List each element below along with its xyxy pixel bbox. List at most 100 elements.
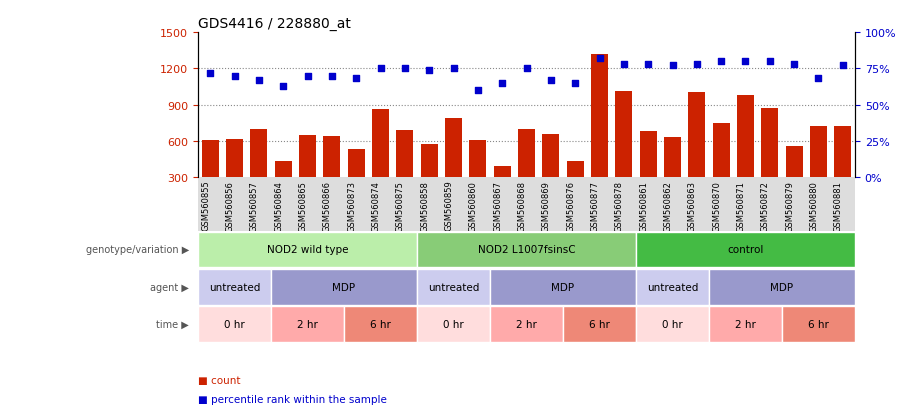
Text: NOD2 L1007fsinsC: NOD2 L1007fsinsC [478,245,575,255]
Point [762,59,777,65]
Bar [274,162,292,178]
Bar [636,232,855,268]
Text: GSM560880: GSM560880 [809,180,818,231]
Point [276,83,291,90]
Text: 6 hr: 6 hr [370,319,391,329]
Bar [420,145,437,178]
Point [665,63,680,70]
Bar [323,137,340,178]
Text: ■ percentile rank within the sample: ■ percentile rank within the sample [198,394,387,404]
Point [398,66,412,73]
Bar [493,167,510,178]
Text: MDP: MDP [770,282,794,292]
Point [835,63,850,70]
Point [592,56,607,62]
Text: genotype/variation ▶: genotype/variation ▶ [86,245,189,255]
Bar [396,131,413,178]
Bar [198,232,417,268]
Bar [664,138,681,178]
Point [811,76,825,83]
Text: NOD2 wild type: NOD2 wild type [266,245,348,255]
Point [301,73,315,80]
Point [495,80,509,87]
Text: 6 hr: 6 hr [808,319,829,329]
Text: GSM560868: GSM560868 [518,180,526,231]
Text: GSM560856: GSM560856 [226,180,235,231]
Bar [417,232,636,268]
Bar [709,269,855,305]
Text: GSM560867: GSM560867 [493,180,502,231]
Bar [417,269,490,305]
Text: 0 hr: 0 hr [224,319,245,329]
Text: untreated: untreated [647,282,698,292]
Text: MDP: MDP [332,282,356,292]
Text: GSM560877: GSM560877 [590,180,599,231]
Bar [786,146,803,178]
Bar [469,140,486,178]
Bar [344,306,417,342]
Text: GSM560862: GSM560862 [663,180,672,231]
Point [446,66,461,73]
Text: control: control [727,245,764,255]
Bar [636,306,709,342]
Bar [591,55,608,178]
Bar [810,127,827,178]
Text: GSM560875: GSM560875 [396,180,405,231]
Point [519,66,534,73]
Bar [834,127,851,178]
Point [714,59,728,65]
Bar [250,129,267,178]
Bar [640,132,657,178]
Point [422,67,436,74]
Text: 6 hr: 6 hr [590,319,610,329]
Bar [490,306,563,342]
Text: GSM560873: GSM560873 [347,180,356,231]
Text: GSM560858: GSM560858 [420,180,429,231]
Text: GSM560872: GSM560872 [760,180,770,231]
Bar [445,119,462,178]
Text: GSM560869: GSM560869 [542,180,551,231]
Text: GSM560871: GSM560871 [736,180,745,231]
Bar [518,129,535,178]
Text: 2 hr: 2 hr [297,319,318,329]
Text: agent ▶: agent ▶ [150,282,189,292]
Text: GSM560865: GSM560865 [299,180,308,231]
Point [252,78,266,84]
Bar [563,306,636,342]
Point [787,62,801,68]
Bar [616,92,633,178]
Bar [226,140,243,178]
Text: GSM560855: GSM560855 [202,180,211,231]
Bar [636,269,709,305]
Text: GSM560864: GSM560864 [274,180,284,231]
Text: GSM560870: GSM560870 [712,180,721,231]
Bar [299,135,316,178]
Point [689,62,704,68]
Text: GSM560866: GSM560866 [323,180,332,231]
Point [203,70,218,77]
Bar [372,110,389,178]
Point [738,59,752,65]
Text: GSM560861: GSM560861 [639,180,648,231]
Bar [202,140,219,178]
Bar [782,306,855,342]
Point [325,73,339,80]
Text: GSM560857: GSM560857 [250,180,259,231]
Text: untreated: untreated [428,282,479,292]
Text: MDP: MDP [552,282,574,292]
Text: GDS4416 / 228880_at: GDS4416 / 228880_at [198,17,351,31]
Bar [198,306,271,342]
Text: GSM560876: GSM560876 [566,180,575,231]
Point [374,66,388,73]
Point [641,62,655,68]
Point [568,80,582,87]
Point [616,62,631,68]
Bar [709,306,782,342]
Text: 0 hr: 0 hr [662,319,683,329]
Bar [347,150,365,178]
Point [544,78,558,84]
Bar [713,123,730,178]
Bar [761,109,778,178]
Point [349,76,364,83]
Text: 2 hr: 2 hr [516,319,537,329]
